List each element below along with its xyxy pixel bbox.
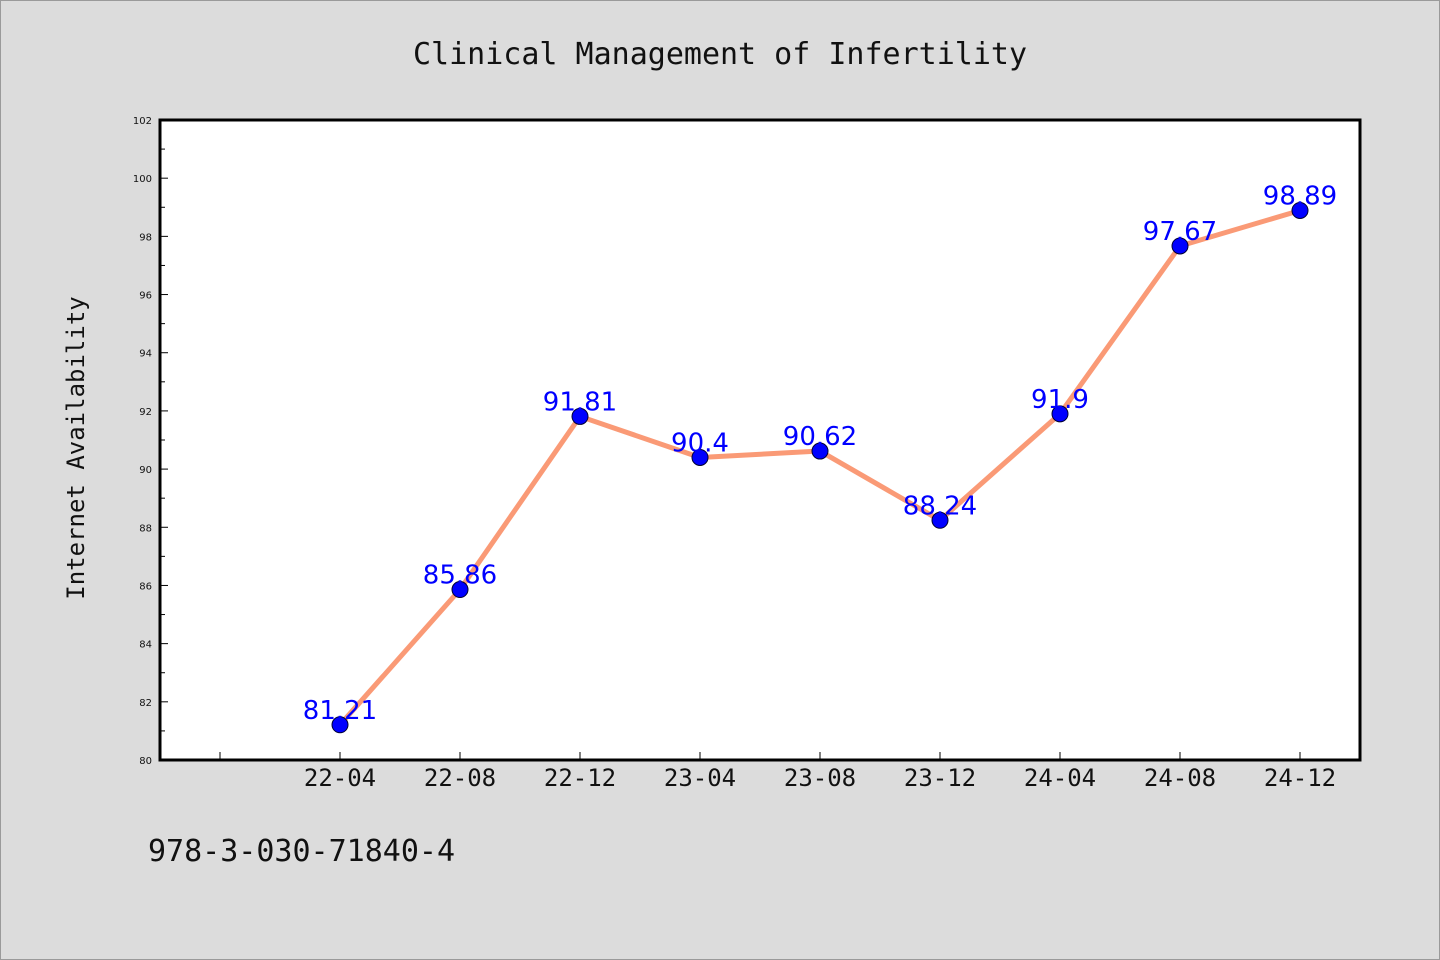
y-axis-label: Internet Availability: [62, 296, 90, 599]
data-label: 88.24: [903, 491, 977, 521]
x-tick-label: 23-12: [904, 764, 976, 792]
data-label: 97.67: [1143, 217, 1217, 247]
plot-area: [158, 118, 1362, 762]
x-tick-label: 24-04: [1024, 764, 1096, 792]
data-point: [931, 511, 949, 529]
x-tick-label: 24-12: [1264, 764, 1336, 792]
data-label: 90.4: [671, 428, 729, 458]
data-label: 90.62: [783, 422, 857, 452]
data-labels: 81.21 85.86 91.81 90.4 90.62 88.24 91.9 97.67 98…: [303, 181, 1337, 725]
y-tick-label: 82: [139, 698, 152, 709]
x-axis: 22-04 22-08 22-12 23-04 23-08 23-12 24-04 24-08…: [219, 752, 1336, 792]
y-tick-label: 96: [139, 291, 152, 302]
data-point: [811, 442, 829, 460]
data-label: 98.89: [1263, 181, 1337, 211]
y-tick-label: 94: [139, 349, 152, 360]
data-point: [1051, 405, 1069, 423]
data-label: 91.81: [543, 387, 617, 417]
x-tick-label: 22-04: [304, 764, 376, 792]
y-tick-label: 92: [139, 407, 152, 418]
data-label: 91.9: [1031, 385, 1089, 415]
y-tick-label: 80: [139, 756, 152, 767]
y-tick-label: 102: [133, 116, 152, 127]
y-tick-label: 100: [133, 174, 152, 185]
y-tick-label: 90: [139, 465, 152, 476]
x-tick-label: 22-12: [544, 764, 616, 792]
y-axis: 80 82 84 86 88 90 92 94 96 98 100 102: [133, 116, 168, 767]
data-point: [571, 407, 589, 425]
isbn-text: 978-3-030-71840-4: [148, 834, 456, 869]
y-tick-label: 86: [139, 581, 152, 592]
y-tick-label: 88: [139, 523, 152, 534]
data-point: [331, 716, 349, 734]
x-tick-label: 24-08: [1144, 764, 1216, 792]
data-point: [1291, 201, 1309, 219]
data-label: 81.21: [303, 696, 377, 726]
data-point: [451, 581, 469, 599]
data-point: [1171, 237, 1189, 255]
data-label: 85.86: [423, 561, 497, 591]
x-tick-label: 23-04: [664, 764, 736, 792]
data-point: [691, 448, 709, 466]
y-tick-label: 98: [139, 232, 152, 243]
y-tick-label: 84: [139, 640, 152, 651]
x-tick-label: 22-08: [424, 764, 496, 792]
x-tick-label: 23-08: [784, 764, 856, 792]
series-layer: [331, 201, 1309, 734]
chart-title: Clinical Management of Infertility: [413, 37, 1027, 72]
